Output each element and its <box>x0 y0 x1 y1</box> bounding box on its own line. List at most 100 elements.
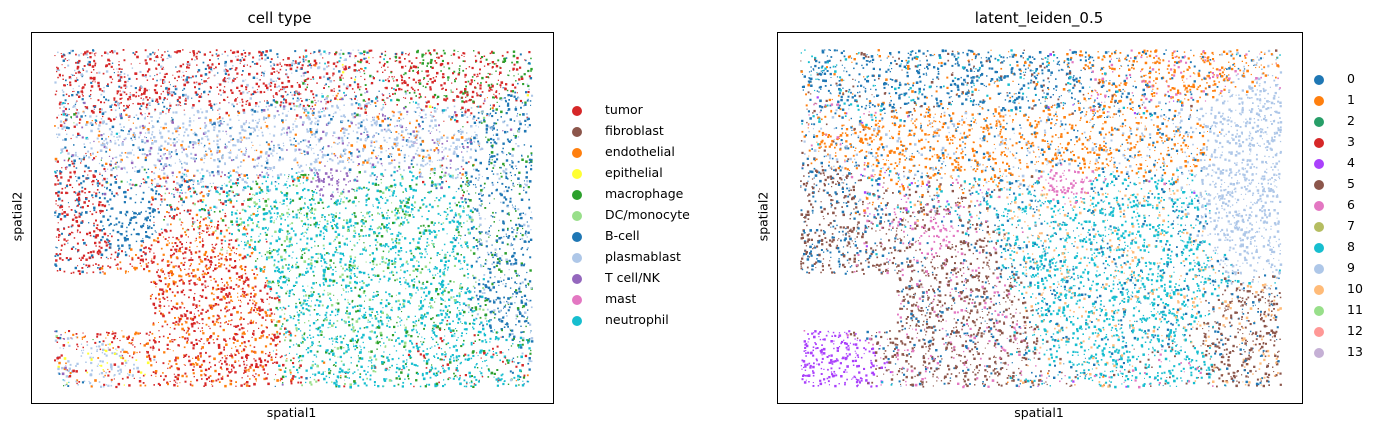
cell-point <box>507 277 510 280</box>
cell-point <box>381 119 384 123</box>
cell-point <box>298 105 301 108</box>
cell-point <box>247 330 249 332</box>
cell-point <box>300 75 303 77</box>
cell-point <box>325 101 328 103</box>
cell-point <box>339 109 341 111</box>
cell-point <box>182 280 184 283</box>
cell-point <box>412 286 415 289</box>
cell-point <box>334 224 336 226</box>
cell-point <box>86 272 88 274</box>
cell-point <box>245 120 247 122</box>
cell-point <box>171 341 173 343</box>
cell-point <box>336 313 339 316</box>
cell-point <box>58 231 60 232</box>
cell-point <box>407 221 410 224</box>
cell-point <box>235 98 237 100</box>
cell-point <box>258 186 261 189</box>
cell-point <box>495 133 499 136</box>
cell-point <box>376 326 379 329</box>
cell-point <box>334 218 336 220</box>
cell-point <box>190 380 192 383</box>
cell-point <box>81 211 83 214</box>
cell-point <box>158 341 160 343</box>
cell-point <box>112 332 115 335</box>
cell-point <box>209 380 211 382</box>
cell-point <box>161 169 163 171</box>
cell-point <box>192 202 195 205</box>
cell-point <box>440 186 443 190</box>
cell-point <box>512 244 514 246</box>
cell-point <box>144 373 146 376</box>
cell-point <box>527 342 529 345</box>
cell-point <box>401 217 403 219</box>
cell-point <box>340 341 343 344</box>
cell-point <box>204 116 208 120</box>
cell-point <box>62 139 64 141</box>
cell-point <box>148 122 150 124</box>
cell-point <box>385 130 388 133</box>
cell-point <box>440 62 444 66</box>
cell-point <box>211 383 213 385</box>
cell-point <box>166 187 169 190</box>
cell-point <box>63 211 66 214</box>
cell-point <box>446 167 448 169</box>
cell-point <box>198 117 200 119</box>
cell-point <box>513 63 516 66</box>
cell-point <box>494 329 496 331</box>
cell-point <box>285 375 287 378</box>
cell-point <box>419 143 422 146</box>
cell-point <box>517 217 520 220</box>
cell-point <box>254 285 257 288</box>
cell-point <box>238 275 241 278</box>
cell-point <box>241 203 244 206</box>
cell-point <box>361 271 363 274</box>
cell-point <box>260 52 263 55</box>
cell-point <box>442 364 444 367</box>
cell-point <box>363 50 366 53</box>
cell-point <box>410 383 412 385</box>
cell-point <box>428 203 431 206</box>
cell-point <box>328 322 331 325</box>
cell-point <box>434 124 437 127</box>
cell-point <box>109 105 112 108</box>
cell-point <box>261 300 264 303</box>
cell-point <box>211 171 214 174</box>
cell-point <box>140 201 142 204</box>
cell-point <box>258 58 261 61</box>
cell-point <box>443 95 445 97</box>
cell-point <box>90 361 93 365</box>
cell-point <box>228 114 230 117</box>
cell-point <box>315 94 318 97</box>
cell-point <box>102 225 104 227</box>
cell-point <box>75 248 77 250</box>
cell-point <box>528 280 532 283</box>
cell-point <box>315 102 317 104</box>
cell-point <box>327 145 330 148</box>
cell-point <box>376 274 380 277</box>
cell-point <box>68 344 71 347</box>
cell-point <box>398 367 401 370</box>
cell-point <box>343 255 345 257</box>
cell-point <box>299 183 301 185</box>
cell-point <box>90 154 92 156</box>
cell-point <box>203 343 205 345</box>
cell-point <box>226 258 228 261</box>
cell-point <box>451 251 453 253</box>
cell-point <box>249 206 251 208</box>
cell-point <box>526 236 528 238</box>
cell-point <box>334 381 336 383</box>
cell-point <box>288 174 290 176</box>
cell-point <box>279 272 282 274</box>
cell-point <box>210 154 212 156</box>
cell-point <box>291 222 294 225</box>
cell-point <box>255 180 257 183</box>
cell-point <box>481 231 483 233</box>
cell-point <box>442 280 445 282</box>
cell-point <box>322 237 325 240</box>
cell-point <box>85 258 88 261</box>
cell-point <box>284 219 286 221</box>
cell-point <box>229 68 232 71</box>
cell-point <box>124 80 127 84</box>
cell-point <box>474 287 476 289</box>
cell-point <box>369 245 371 247</box>
